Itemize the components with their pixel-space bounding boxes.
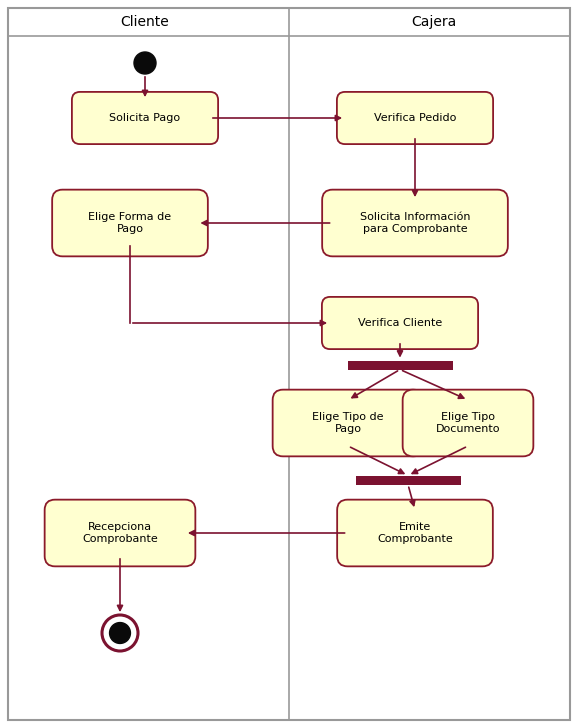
FancyBboxPatch shape (337, 499, 493, 566)
Bar (347, 360, 453, 370)
Circle shape (110, 622, 131, 644)
Text: Cajera: Cajera (411, 15, 456, 29)
Text: Elige Tipo
Documento: Elige Tipo Documento (436, 412, 500, 434)
FancyBboxPatch shape (337, 92, 493, 144)
FancyBboxPatch shape (52, 190, 208, 256)
Text: Verifica Pedido: Verifica Pedido (374, 113, 456, 123)
Circle shape (102, 615, 138, 651)
Text: Solicita Pago: Solicita Pago (109, 113, 180, 123)
Circle shape (134, 52, 156, 74)
FancyBboxPatch shape (273, 389, 423, 456)
Text: Recepciona
Comprobante: Recepciona Comprobante (82, 522, 158, 544)
Text: Cliente: Cliente (120, 15, 169, 29)
Text: Elige Tipo de
Pago: Elige Tipo de Pago (312, 412, 384, 434)
Bar (355, 475, 461, 485)
Text: Elige Forma de
Pago: Elige Forma de Pago (88, 212, 172, 234)
FancyBboxPatch shape (403, 389, 533, 456)
Text: Verifica Cliente: Verifica Cliente (358, 318, 442, 328)
Text: Emite
Comprobante: Emite Comprobante (377, 522, 453, 544)
FancyBboxPatch shape (322, 190, 508, 256)
FancyBboxPatch shape (72, 92, 218, 144)
FancyBboxPatch shape (45, 499, 195, 566)
Text: Solicita Información
para Comprobante: Solicita Información para Comprobante (360, 212, 470, 234)
FancyBboxPatch shape (322, 297, 478, 349)
